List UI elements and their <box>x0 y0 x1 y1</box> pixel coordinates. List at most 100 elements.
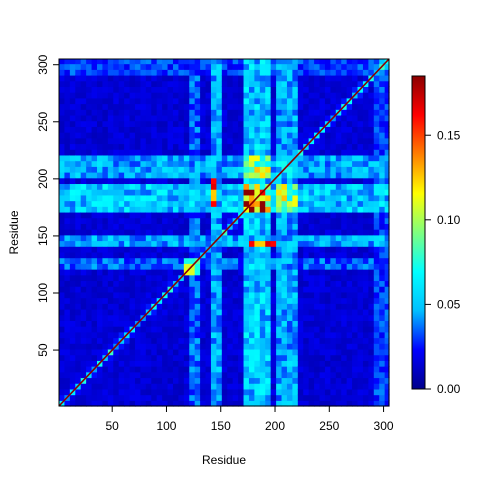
heatmap-cell <box>324 103 331 110</box>
heatmap-cell <box>292 314 299 321</box>
heatmap-cell <box>292 337 299 344</box>
heatmap-cell <box>292 274 299 282</box>
heatmap-cell <box>69 103 76 110</box>
heatmap-cell <box>357 348 364 356</box>
heatmap-cell <box>151 86 158 93</box>
heatmap-cell <box>80 354 87 361</box>
heatmap-cell <box>335 354 342 361</box>
heatmap-cell <box>210 166 217 173</box>
heatmap-cell <box>156 354 163 361</box>
heatmap-cell <box>265 269 272 276</box>
heatmap-cell <box>221 286 228 293</box>
heatmap-cell <box>205 206 212 213</box>
heatmap-cell <box>107 103 114 110</box>
heatmap-cell <box>314 211 321 219</box>
heatmap-cell <box>319 377 326 384</box>
heatmap-cell <box>124 172 131 179</box>
heatmap-cell <box>319 217 326 224</box>
heatmap-cell <box>373 314 380 321</box>
heatmap-cell <box>384 234 390 242</box>
heatmap-cell <box>346 314 353 321</box>
heatmap-cell <box>118 291 125 299</box>
heatmap-cell <box>129 80 136 87</box>
heatmap-cell <box>124 200 131 207</box>
heatmap-cell <box>124 240 131 247</box>
heatmap-cell <box>200 172 207 179</box>
heatmap-cell <box>124 177 131 185</box>
heatmap-cell <box>308 217 315 224</box>
heatmap-cell <box>314 377 321 384</box>
heatmap-cell <box>346 366 353 373</box>
heatmap-cell <box>210 137 217 145</box>
heatmap-cell <box>319 80 326 87</box>
heatmap-cell <box>172 377 180 384</box>
heatmap-cell <box>265 137 272 145</box>
heatmap-cell <box>216 269 223 276</box>
heatmap-cell <box>362 246 369 253</box>
heatmap-cell <box>324 303 331 310</box>
heatmap-cell <box>210 388 217 396</box>
heatmap-cell <box>281 172 288 179</box>
heatmap-cell <box>172 308 180 316</box>
heatmap-cell <box>373 291 380 299</box>
heatmap-cell <box>156 326 163 333</box>
heatmap-cell <box>129 251 136 259</box>
heatmap-cell <box>145 183 152 190</box>
heatmap-cell <box>145 320 152 327</box>
heatmap-cell <box>200 149 207 156</box>
heatmap-cell <box>129 154 136 162</box>
heatmap-cell <box>335 303 342 310</box>
heatmap-cell <box>314 360 321 367</box>
heatmap-cell <box>162 177 169 185</box>
heatmap-cell <box>373 251 380 259</box>
heatmap-cell <box>384 92 390 99</box>
heatmap-cell <box>303 80 310 87</box>
heatmap-cell <box>330 326 337 333</box>
heatmap-cell <box>276 223 283 230</box>
heatmap-cell <box>357 274 364 282</box>
heatmap-cell <box>373 377 380 384</box>
heatmap-cell <box>140 211 147 219</box>
heatmap-cell <box>270 377 277 384</box>
heatmap-cell <box>86 132 93 139</box>
heatmap-cell <box>346 320 353 327</box>
heatmap-cell <box>107 269 114 276</box>
colorbar-tick-label: 0.15 <box>437 128 461 142</box>
heatmap-cell <box>232 366 239 373</box>
colorbar-axis: 0.000.050.100.15 <box>425 128 461 396</box>
heatmap-cell <box>379 143 386 150</box>
heatmap-cell <box>145 126 152 133</box>
heatmap-cell <box>113 337 120 344</box>
heatmap-cell <box>80 326 87 333</box>
heatmap-cell <box>205 297 212 304</box>
heatmap-cell <box>200 269 207 276</box>
heatmap-cell <box>59 132 66 139</box>
heatmap-cell <box>308 263 315 270</box>
heatmap-cell <box>248 229 255 236</box>
heatmap-cell <box>200 114 207 122</box>
heatmap-cell <box>80 149 87 156</box>
heatmap-cell <box>129 92 136 99</box>
heatmap-cell <box>91 172 98 179</box>
heatmap-cell <box>107 400 114 407</box>
heatmap-cell <box>265 109 272 116</box>
heatmap-cell <box>357 388 364 396</box>
heatmap-cell <box>91 314 98 321</box>
heatmap-cell <box>75 59 82 65</box>
heatmap-cell <box>113 211 120 219</box>
heatmap-cell <box>265 114 272 122</box>
heatmap-cell <box>80 92 87 99</box>
heatmap-cell <box>243 177 250 185</box>
heatmap-cell <box>145 377 152 384</box>
heatmap-cell <box>156 63 163 70</box>
heatmap-cell <box>265 400 272 407</box>
heatmap-cell <box>216 103 223 110</box>
heatmap-cell <box>335 246 342 253</box>
heatmap-cell <box>80 251 87 259</box>
heatmap-cell <box>205 394 212 401</box>
heatmap-cell <box>221 320 228 327</box>
heatmap-cell <box>200 343 207 350</box>
heatmap-cell <box>183 194 190 202</box>
heatmap-cell <box>314 308 321 316</box>
heatmap-cell <box>259 69 266 76</box>
